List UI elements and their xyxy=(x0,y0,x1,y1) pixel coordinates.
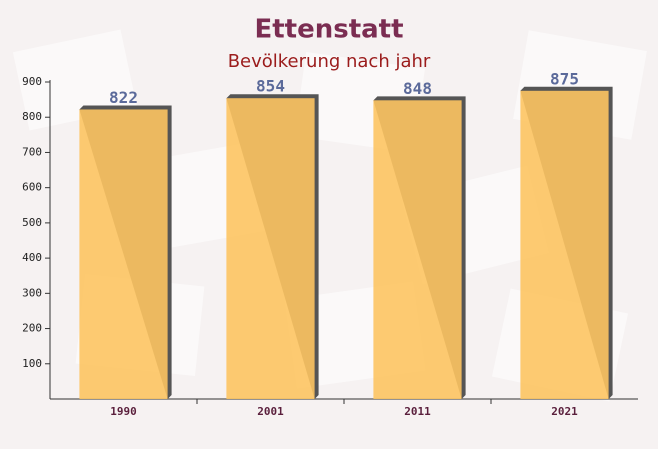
y-tick-label: 300 xyxy=(22,286,42,299)
bar xyxy=(373,100,462,399)
x-tick-label: 2021 xyxy=(551,405,578,418)
bar xyxy=(79,109,168,400)
value-label: 848 xyxy=(403,79,432,98)
y-tick-label: 700 xyxy=(22,145,42,158)
y-tick-label: 400 xyxy=(22,251,42,264)
value-label: 822 xyxy=(109,88,138,107)
x-tick-label: 1990 xyxy=(110,405,137,418)
y-tick-label: 900 xyxy=(22,75,42,88)
bar xyxy=(226,98,315,400)
y-tick-label: 500 xyxy=(22,216,42,229)
x-tick-label: 2011 xyxy=(404,405,431,418)
value-label: 875 xyxy=(550,69,579,88)
y-tick-label: 100 xyxy=(22,357,42,370)
chart-title: Ettenstatt xyxy=(254,15,403,45)
y-tick-label: 600 xyxy=(22,181,42,194)
bar xyxy=(520,90,609,400)
chart-subtitle: Bevölkerung nach jahr xyxy=(228,51,431,72)
y-tick-label: 200 xyxy=(22,322,42,335)
value-label: 854 xyxy=(256,77,285,96)
y-tick-label: 800 xyxy=(22,110,42,123)
x-tick-label: 2001 xyxy=(257,405,284,418)
